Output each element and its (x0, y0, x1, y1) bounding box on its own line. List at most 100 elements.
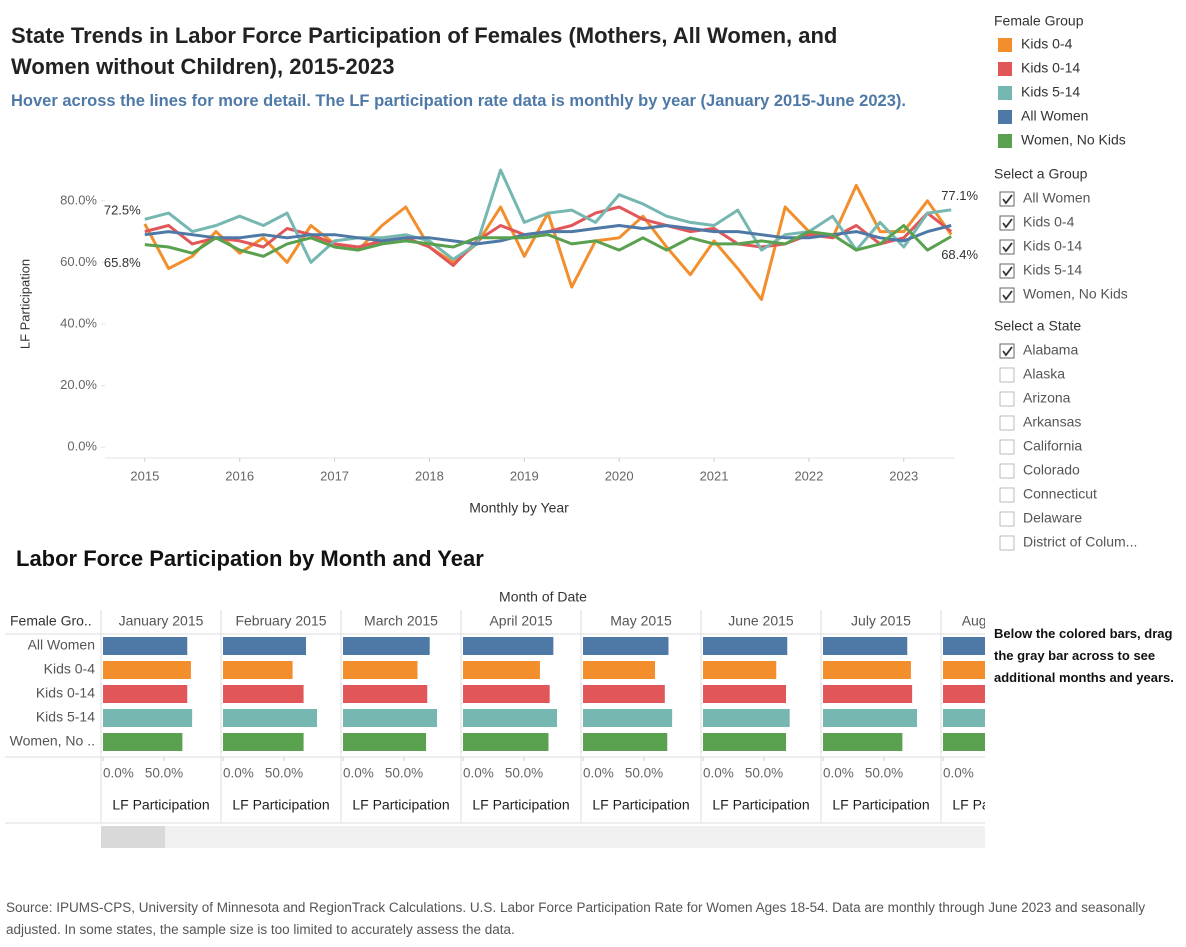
checkbox[interactable] (999, 215, 1015, 231)
bar[interactable] (703, 709, 790, 727)
legend-swatch[interactable] (998, 38, 1012, 52)
bar[interactable] (343, 709, 438, 727)
annotation-label: 65.8% (104, 255, 141, 270)
bar[interactable] (223, 733, 304, 751)
x-tick-label: 50.0% (145, 766, 183, 781)
filter-option[interactable]: California (1023, 438, 1082, 454)
filter-option[interactable]: Alaska (1023, 366, 1065, 382)
filter-option[interactable]: Kids 0-14 (1023, 238, 1082, 254)
x-tick-label: 50.0% (865, 766, 903, 781)
checkbox[interactable] (999, 367, 1015, 383)
filter-option[interactable]: Arkansas (1023, 414, 1081, 430)
checkbox[interactable] (999, 239, 1015, 255)
checkbox[interactable] (999, 535, 1015, 551)
checkbox[interactable] (999, 487, 1015, 503)
legend-swatch[interactable] (998, 62, 1012, 76)
bar[interactable] (103, 637, 188, 655)
row-label: All Women (28, 637, 95, 653)
bar[interactable] (343, 637, 430, 655)
checkbox[interactable] (999, 343, 1015, 359)
bar[interactable] (823, 709, 918, 727)
checkbox[interactable] (999, 287, 1015, 303)
legend-swatch[interactable] (998, 86, 1012, 100)
bar[interactable] (463, 709, 558, 727)
bar[interactable] (703, 661, 777, 679)
filter-option[interactable]: Alabama (1023, 342, 1078, 358)
checkbox[interactable] (999, 463, 1015, 479)
x-tick-label: 50.0% (385, 766, 423, 781)
bar[interactable] (943, 661, 1028, 679)
bar[interactable] (943, 685, 1026, 703)
bar[interactable] (223, 685, 304, 703)
series-line[interactable] (144, 168, 952, 264)
bar[interactable] (463, 685, 550, 703)
legend-label[interactable]: All Women (1021, 108, 1088, 124)
checkbox[interactable] (999, 191, 1015, 207)
series-line[interactable] (143, 183, 953, 301)
filter-option[interactable]: All Women (1023, 190, 1090, 206)
bar[interactable] (583, 733, 668, 751)
filter-option[interactable]: Arizona (1023, 390, 1071, 406)
bar[interactable] (223, 661, 293, 679)
filter-option[interactable]: Connecticut (1023, 486, 1097, 502)
legend-label[interactable]: Kids 0-4 (1021, 36, 1073, 52)
bar[interactable] (703, 637, 788, 655)
scrollbar-thumb[interactable] (101, 826, 165, 848)
series-line[interactable] (144, 224, 952, 258)
legend-title: Female Group (994, 13, 1084, 29)
bar[interactable] (823, 733, 903, 751)
legend-swatch[interactable] (998, 134, 1012, 148)
bar[interactable] (223, 709, 318, 727)
filter-option[interactable]: Colorado (1023, 462, 1080, 478)
bar[interactable] (943, 637, 1028, 655)
bar[interactable] (223, 637, 307, 655)
legend-swatch[interactable] (998, 110, 1012, 124)
checkbox[interactable] (999, 391, 1015, 407)
x-axis-title: LF Participation (832, 797, 929, 813)
checkmark (1002, 218, 1013, 229)
bar[interactable] (703, 733, 787, 751)
bar[interactable] (463, 637, 554, 655)
legend-label[interactable]: Kids 0-14 (1021, 60, 1080, 76)
bar[interactable] (583, 685, 665, 703)
bar[interactable] (583, 661, 656, 679)
checkbox[interactable] (999, 511, 1015, 527)
filter-option[interactable]: District of Colum... (1023, 534, 1137, 550)
bar[interactable] (583, 637, 669, 655)
bar[interactable] (583, 709, 673, 727)
bar[interactable] (823, 685, 913, 703)
bar[interactable] (823, 661, 911, 679)
bar[interactable] (343, 685, 428, 703)
legend-label[interactable]: Kids 5-14 (1021, 84, 1080, 100)
filter-option[interactable]: Women, No Kids (1023, 286, 1128, 302)
bar[interactable] (703, 685, 787, 703)
legend-label[interactable]: Women, No Kids (1021, 132, 1126, 148)
x-tick-label: 50.0% (505, 766, 543, 781)
y-tick-label: 20.0% (60, 377, 97, 392)
bar[interactable] (463, 661, 540, 679)
x-tick-label: 2023 (889, 468, 918, 483)
bar[interactable] (343, 733, 427, 751)
annotation-label: 77.1% (941, 188, 978, 203)
checkbox[interactable] (999, 439, 1015, 455)
series-line[interactable] (144, 224, 952, 246)
checkbox[interactable] (999, 415, 1015, 431)
filter-option[interactable]: Kids 0-4 (1023, 214, 1075, 230)
bar[interactable] (103, 733, 183, 751)
bar[interactable] (103, 661, 191, 679)
bar[interactable] (463, 733, 549, 751)
filter-option[interactable]: Delaware (1023, 510, 1082, 526)
x-axis-title: Monthly by Year (469, 500, 569, 516)
x-tick-label: 0.0% (703, 766, 734, 781)
bar[interactable] (103, 709, 193, 727)
bar[interactable] (943, 709, 1028, 727)
bar[interactable] (343, 661, 418, 679)
x-tick-label: 0.0% (343, 766, 374, 781)
scrollbar-track[interactable] (101, 826, 985, 848)
bar[interactable] (103, 685, 188, 703)
bar[interactable] (823, 637, 908, 655)
filter-option[interactable]: Kids 5-14 (1023, 262, 1082, 278)
bar[interactable] (943, 733, 1026, 751)
checkbox[interactable] (999, 263, 1015, 279)
